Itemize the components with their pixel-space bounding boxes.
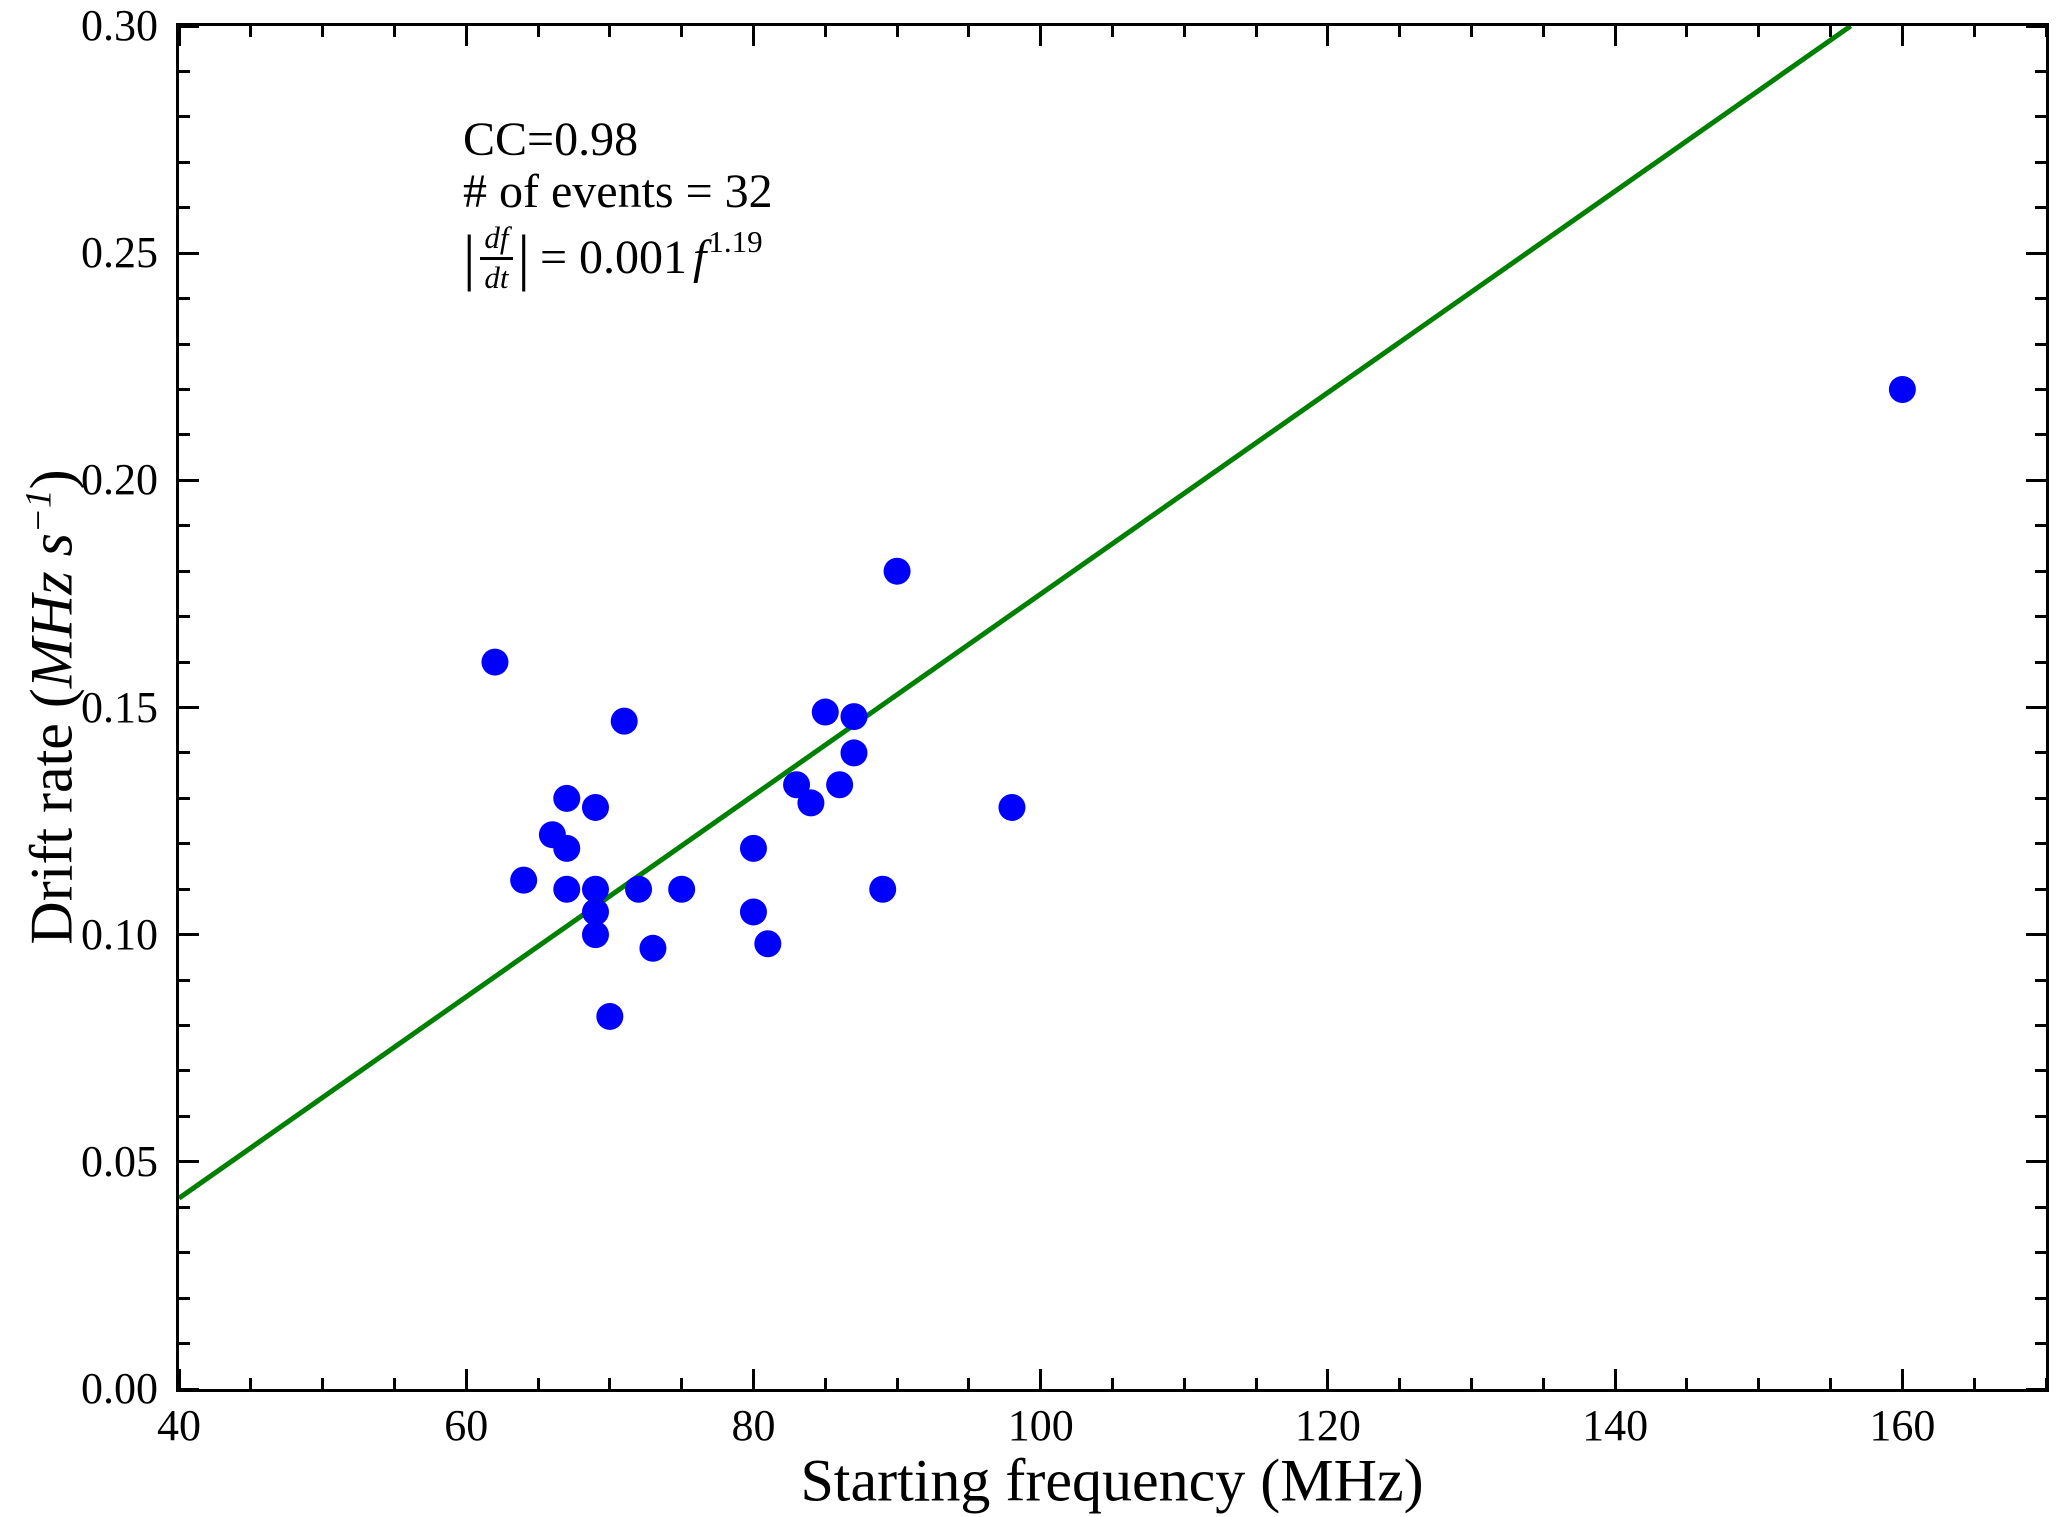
equation-coefficient: = 0.001 — [539, 231, 688, 284]
scatter-point — [840, 703, 868, 731]
scatter-point — [1888, 375, 1916, 403]
scatter-point — [553, 834, 581, 862]
scatter-point — [610, 707, 638, 735]
scatter-point — [639, 934, 667, 962]
scatter-point — [581, 793, 609, 821]
equation-variable: f — [693, 231, 707, 284]
scatter-point — [481, 648, 509, 676]
scatter-point — [783, 771, 811, 799]
scatter-point — [625, 875, 653, 903]
annotation-correlation: CC=0.98 — [463, 113, 639, 166]
plot-area: CC=0.98 # of events = 32 | df dt | = 0.0… — [176, 23, 2049, 1392]
annotation-fit-equation: | df dt | = 0.001 f 1.19 — [463, 212, 773, 304]
scatter-point — [668, 875, 696, 903]
y-axis-label-units: MHz s — [18, 533, 85, 689]
equation-exponent: 1.19 — [708, 224, 763, 259]
scatter-point — [510, 866, 538, 894]
x-tick-label: 80 — [731, 1401, 776, 1450]
x-tick-label: 140 — [1582, 1401, 1649, 1450]
scatter-point — [840, 739, 868, 767]
scatter-point — [998, 793, 1026, 821]
x-tick-label: 60 — [444, 1401, 489, 1450]
x-axis-label: Starting frequency (MHz) — [800, 1447, 1424, 1514]
x-tick-label: 40 — [157, 1401, 201, 1450]
scatter-point — [581, 875, 609, 903]
annotation-event-count: # of events = 32 — [463, 165, 773, 218]
scatter-point — [739, 834, 767, 862]
y-tick-label: 0.30 — [81, 1, 158, 50]
scatter-point — [797, 789, 825, 817]
y-tick-label: 0.10 — [81, 909, 158, 959]
scatter-point — [596, 1002, 624, 1030]
abs-bar-left: | — [463, 224, 476, 292]
y-tick-label: 0.25 — [81, 228, 158, 278]
y-tick-label: 0.00 — [81, 1364, 158, 1413]
x-tick-label: 120 — [1294, 1401, 1361, 1450]
df-dt-fraction: df dt — [480, 220, 513, 295]
scatter-point — [553, 784, 581, 812]
scatter-point — [581, 898, 609, 926]
scatter-point — [883, 557, 911, 585]
scatter-point — [739, 898, 767, 926]
scatter-point — [826, 771, 854, 799]
scatter-point — [869, 875, 897, 903]
fit-line — [179, 26, 1853, 1201]
scatter-point — [811, 698, 839, 726]
y-tick-label: 0.15 — [81, 682, 158, 732]
x-tick-label: 160 — [1869, 1401, 1936, 1450]
scatter-point — [553, 875, 581, 903]
scatter-plot-canvas — [179, 26, 1916, 1201]
fraction-denominator: dt — [484, 259, 509, 295]
scatter-point — [754, 930, 782, 958]
fraction-numerator: df — [480, 220, 513, 260]
y-tick-label: 0.05 — [81, 1136, 158, 1186]
x-tick-label: 100 — [1007, 1401, 1074, 1450]
y-tick-label: 0.20 — [81, 455, 158, 505]
scatter-point — [581, 921, 609, 949]
abs-bar-right: | — [517, 224, 530, 292]
annotation-block: CC=0.98 # of events = 32 | df dt | = 0.0… — [463, 114, 773, 304]
